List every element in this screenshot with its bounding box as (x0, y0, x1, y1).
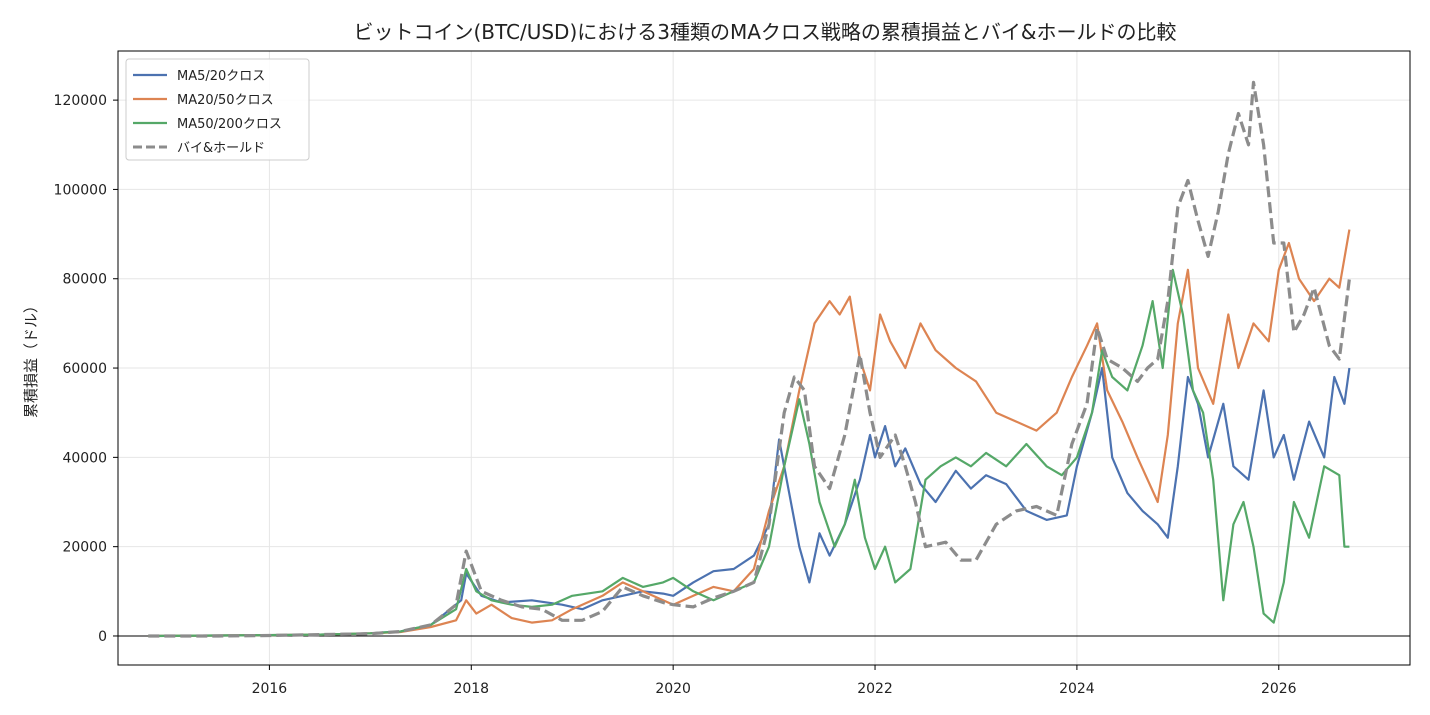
y-tick-label: 100000 (54, 182, 107, 198)
plot-frame (117, 50, 1411, 666)
y-tick-label: 20000 (62, 540, 107, 556)
y-tick-label: 80000 (62, 272, 107, 288)
x-tick-label: 2016 (252, 681, 288, 697)
y-tick-label: 120000 (54, 93, 107, 109)
grid-lines (118, 51, 1410, 665)
y-tick-label: 60000 (62, 361, 107, 377)
y-tick-label: 0 (98, 629, 107, 645)
x-tick-label: 2020 (655, 681, 691, 697)
y-axis-label: 累積損益（ドル） (22, 298, 40, 418)
series-line-4 (148, 80, 1351, 638)
axis-ticks: 2016 2018 2020 2022 2024 2026 0 20000 40000 60000… (54, 93, 1297, 697)
x-tick-label: 2022 (857, 681, 893, 697)
legend-label-4: バイ&ホールド (177, 141, 265, 156)
y-tick-label: 40000 (62, 450, 107, 466)
series-line-2 (148, 229, 1351, 638)
chart-title: ビットコイン(BTC/USD)における3種類のMAクロス戦略の累積損益とバイ&ホ… (353, 20, 1176, 44)
series-group (148, 80, 1351, 638)
x-tick-label: 2026 (1261, 681, 1297, 697)
legend-box (125, 58, 310, 161)
series-line-3 (148, 268, 1350, 638)
legend-label-3: MA50/200クロス (177, 117, 282, 132)
legend-label-1: MA5/20クロス (177, 69, 265, 84)
x-tick-label: 2018 (453, 681, 489, 697)
legend-label-2: MA20/50クロス (177, 93, 274, 108)
series-line-1 (148, 366, 1351, 638)
x-tick-label: 2024 (1059, 681, 1095, 697)
